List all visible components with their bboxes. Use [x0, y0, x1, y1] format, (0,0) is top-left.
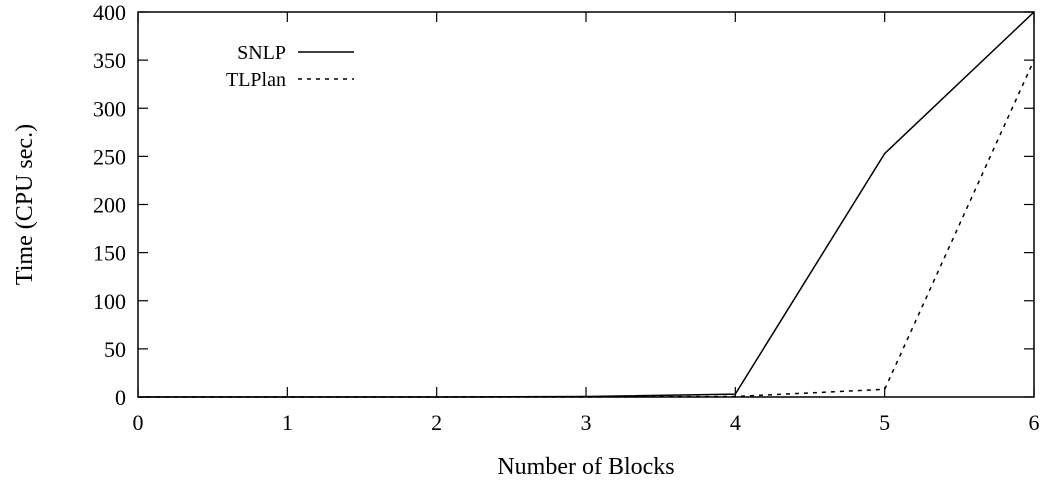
x-tick-label: 0	[133, 410, 144, 435]
y-tick-label: 150	[93, 241, 126, 266]
x-tick-label: 4	[730, 410, 741, 435]
y-tick-label: 350	[93, 48, 126, 73]
series-line-tlplan	[138, 59, 1035, 398]
x-tick-label: 3	[581, 410, 592, 435]
x-tick-label: 5	[879, 410, 890, 435]
y-tick-label: 0	[115, 385, 126, 410]
y-tick-label: 400	[93, 0, 126, 25]
x-axis-title: Number of Blocks	[497, 454, 674, 480]
y-tick-label: 50	[104, 337, 126, 362]
plot-frame	[137, 11, 1035, 398]
y-tick-label: 200	[93, 193, 126, 218]
y-tick-label: 250	[93, 144, 126, 169]
x-tick-label: 2	[431, 410, 442, 435]
x-tick-label: 6	[1029, 410, 1040, 435]
x-tick-label: 1	[282, 410, 293, 435]
y-tick-label: 300	[93, 96, 126, 121]
y-tick-label: 100	[93, 289, 126, 314]
y-tick-labels: 0 50 100 150 200 250 300 350 400	[93, 0, 126, 410]
x-tick-labels: 0 1 2 3 4 5 6	[133, 410, 1040, 435]
legend: SNLP TLPlan	[226, 42, 354, 91]
y-axis-title: Time (CPU sec.)	[12, 124, 38, 285]
legend-label-snlp: SNLP	[237, 42, 286, 64]
legend-label-tlplan: TLPlan	[226, 69, 286, 91]
